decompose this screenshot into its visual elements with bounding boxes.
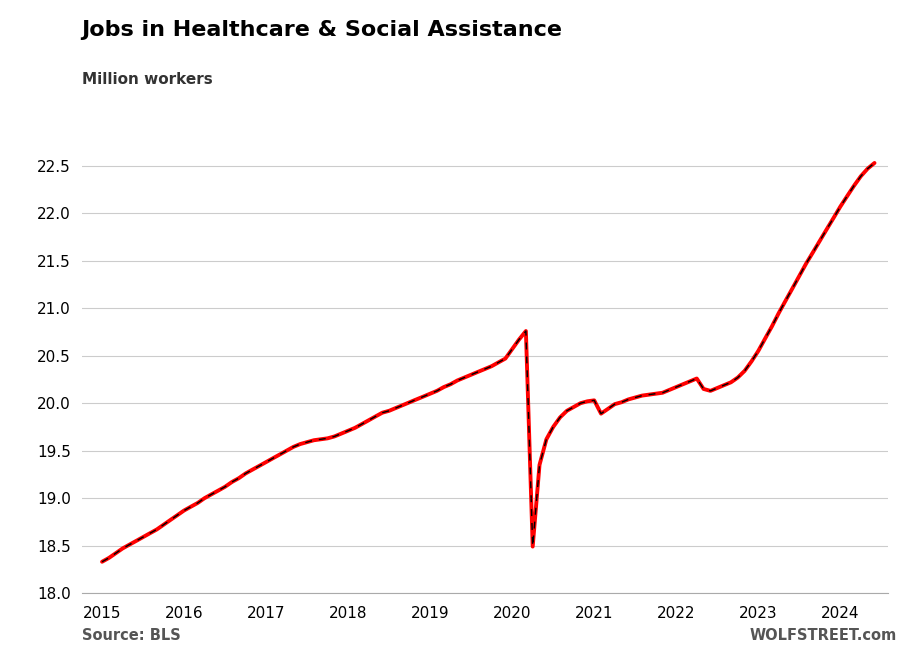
Text: WOLFSTREET.com: WOLFSTREET.com — [749, 627, 897, 643]
Text: Source: BLS: Source: BLS — [82, 627, 180, 643]
Text: Jobs in Healthcare & Social Assistance: Jobs in Healthcare & Social Assistance — [82, 20, 563, 40]
Text: Million workers: Million workers — [82, 72, 212, 88]
